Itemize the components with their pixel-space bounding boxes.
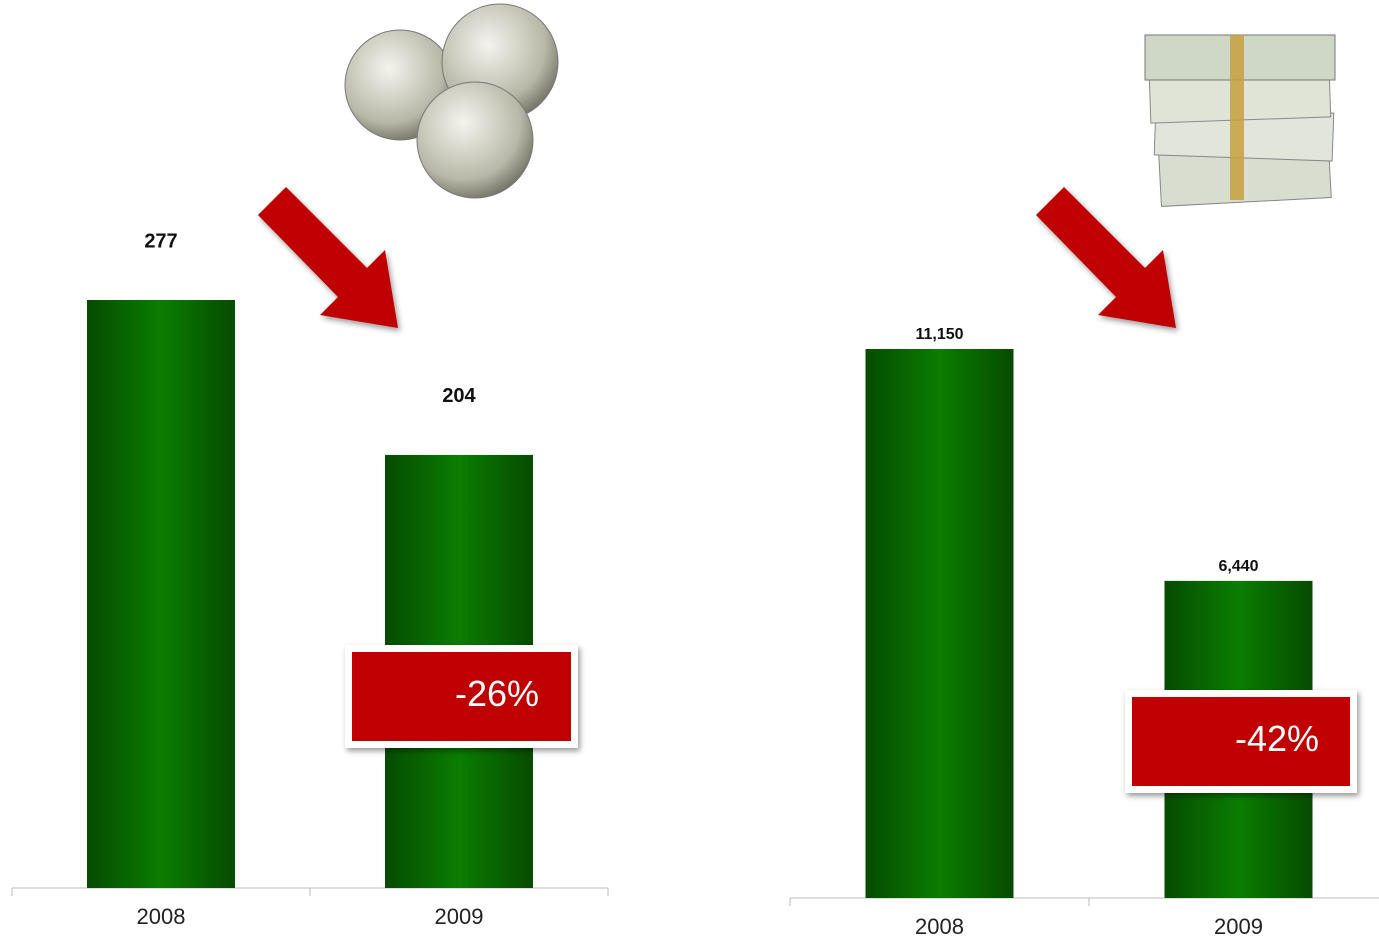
money-icon	[1144, 34, 1336, 207]
annotation: -26%	[455, 673, 539, 714]
value-label: 277	[144, 230, 177, 252]
bar-shade	[865, 349, 1014, 898]
value-label: 6,440	[1218, 558, 1258, 575]
annotation-fill	[352, 652, 571, 741]
annotation-fill	[1132, 697, 1350, 786]
value-label: 11,150	[915, 326, 963, 343]
annotation: -42%	[1235, 718, 1319, 759]
bar-shade	[87, 300, 235, 888]
coins-icon	[344, 3, 559, 199]
x-tick-label: 2008	[915, 914, 964, 939]
x-tick-label: 2008	[137, 904, 186, 929]
x-tick-label: 2009	[435, 904, 484, 929]
down-arrow	[258, 187, 398, 328]
x-tick-label: 2009	[1214, 914, 1263, 939]
value-label: 204	[442, 385, 476, 407]
down-arrow	[1036, 187, 1176, 328]
